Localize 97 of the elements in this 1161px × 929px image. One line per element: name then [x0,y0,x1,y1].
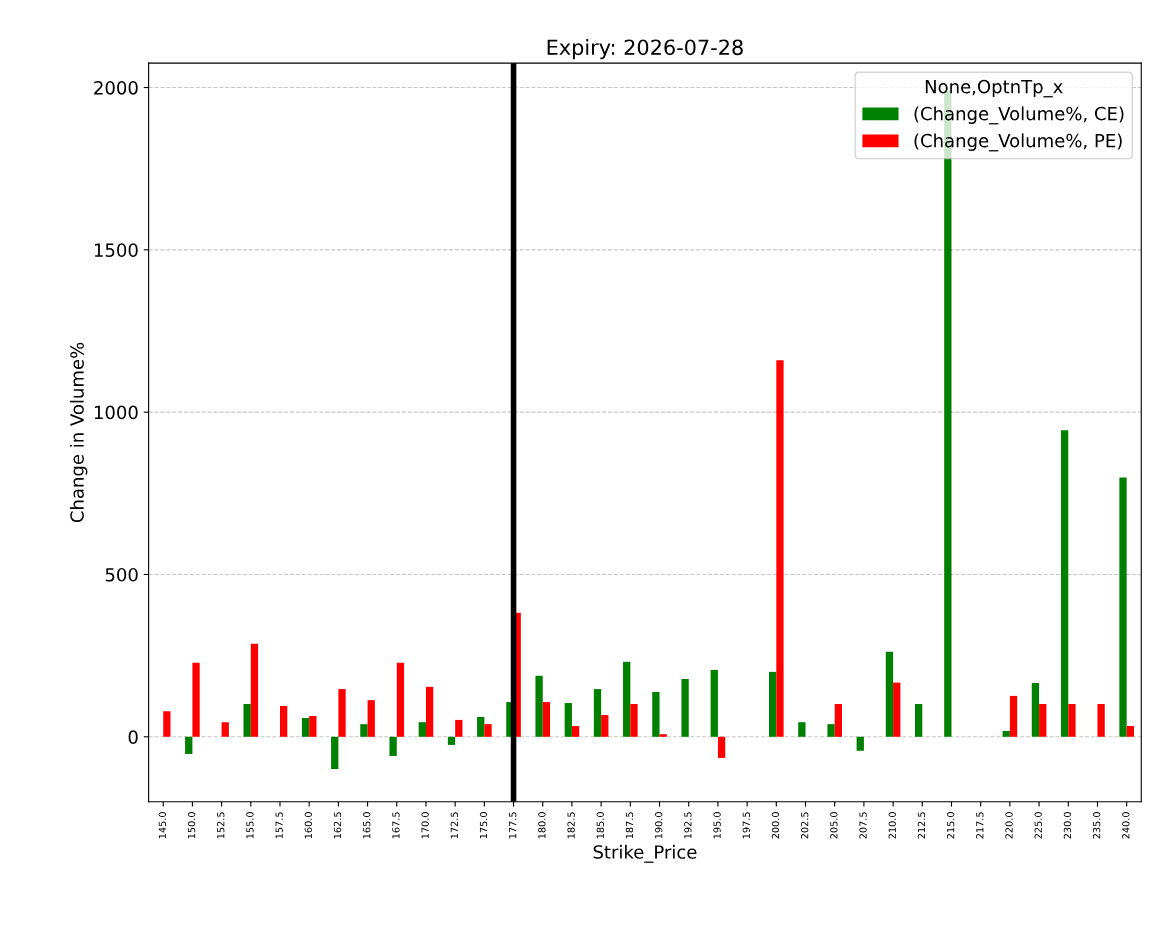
bar [309,716,317,737]
bar [367,700,375,737]
bar [710,669,718,737]
x-tick-label: 165.0 [363,812,371,839]
x-tick-label: 185.0 [596,812,604,839]
bar [425,686,434,737]
x-tick-label: 200.0 [771,812,780,839]
bar [893,682,901,737]
bar [915,704,923,737]
bar [1119,477,1127,737]
bar [623,661,631,737]
bar [185,736,193,754]
x-tick-label: 202.5 [800,812,809,839]
chart-title: Expiry: 2026-07-28 [547,39,743,60]
bar [250,643,259,737]
bar [1002,730,1010,737]
x-tick-label: 187.5 [625,812,634,839]
bar [455,719,463,737]
bar [360,724,368,737]
x-tick-label: 210.0 [888,812,896,839]
bar [681,679,689,737]
y-tick-label: 0 [128,730,138,744]
bar [593,689,602,737]
x-tick-label: 162.5 [333,812,342,839]
bar [834,704,843,737]
bar [630,704,638,737]
y-tick-label: 1000 [94,405,138,420]
x-axis-title: Strike_Price [593,844,697,863]
bar [447,736,456,745]
bar [301,717,310,737]
x-tick-label: 182.5 [567,812,575,839]
x-tick-label: 175.0 [479,812,488,839]
x-tick-label: 172.5 [450,812,458,839]
bar [1031,682,1040,737]
x-tick-label: 240.0 [1122,812,1130,839]
x-tick-label: 215.0 [946,812,955,839]
x-tick-label: 235.0 [1092,812,1101,839]
x-tick-label: 230.0 [1063,812,1072,839]
x-tick-label: 205.0 [830,812,838,839]
x-tick-label: 170.0 [421,812,429,839]
bar [798,722,806,737]
bar [535,675,543,737]
bar [396,662,405,737]
x-tick-label: 212.5 [917,812,926,839]
bar [659,734,667,737]
x-tick-label: 160.0 [304,812,313,839]
x-tick-label: 145.0 [158,812,167,839]
bar [163,711,171,737]
bar [717,736,726,758]
bar [571,726,580,737]
y-tick-label: 500 [105,567,138,582]
x-tick-label: 167.5 [392,812,400,839]
bar [477,717,485,737]
bar [652,692,660,737]
x-tick-label: 225.0 [1034,812,1042,839]
bar [279,705,288,737]
bar [1039,704,1047,737]
x-tick-label: 207.5 [859,812,867,839]
bar [601,715,609,737]
x-tick-label: 177.5 [509,812,517,839]
bar [856,736,864,751]
bar [1097,704,1105,737]
x-tick-label: 180.0 [538,812,546,839]
x-tick-label: 197.5 [742,812,750,839]
y-tick-label: 1500 [94,243,138,257]
bar [331,736,339,769]
x-tick-label: 155.0 [246,812,254,839]
legend-label: (Change_Volume%, CE) [914,106,1124,125]
legend-title: None,OptnTp_x [925,79,1063,98]
bar [1060,430,1069,737]
bar [564,703,572,737]
bar [418,722,426,737]
x-tick-label: 192.5 [684,812,692,839]
x-tick-label: 190.0 [655,812,663,839]
bar [338,689,346,737]
bar [542,702,551,737]
bar [484,724,492,737]
bar [1009,695,1018,737]
x-tick-label: 217.5 [976,812,984,839]
legend-label: (Change_Volume%, PE) [914,133,1122,152]
bar [389,736,397,756]
x-tick-label: 150.0 [187,812,196,839]
y-axis-title: Change in Volume% [69,342,88,523]
bar [885,651,894,737]
bar [769,671,777,737]
bar [1126,726,1134,737]
bar [827,724,835,737]
y-tick-label: 2000 [94,80,138,95]
x-tick-label: 220.0 [1005,812,1013,839]
bar [221,722,229,737]
bar [192,662,200,737]
bar [1068,704,1076,737]
bar [243,704,251,737]
x-tick-label: 157.5 [275,812,283,839]
x-tick-label: 152.5 [217,812,225,839]
bar [776,360,784,737]
x-tick-label: 195.0 [713,812,721,839]
